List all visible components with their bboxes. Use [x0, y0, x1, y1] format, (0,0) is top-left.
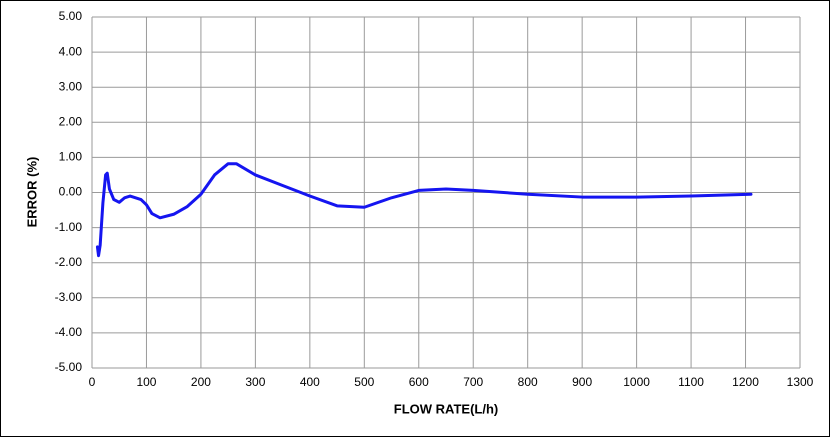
y-tick-label: 3.00: [59, 79, 83, 93]
x-tick-label: 1300: [787, 375, 814, 389]
y-tick-label: -2.00: [55, 255, 83, 269]
x-axis-label: FLOW RATE(L/h): [394, 401, 498, 416]
x-tick-label: 600: [409, 375, 429, 389]
y-tick-label: 2.00: [59, 114, 83, 128]
y-tick-label: -4.00: [55, 325, 83, 339]
x-tick-label: 400: [300, 375, 320, 389]
y-tick-label: 1.00: [59, 150, 83, 164]
x-tick-label: 500: [354, 375, 374, 389]
x-tick-label: 1100: [678, 375, 704, 389]
y-tick-label: -1.00: [55, 220, 83, 234]
y-tick-label: 5.00: [59, 9, 83, 23]
x-tick-label: 100: [136, 375, 156, 389]
data-line: [95, 162, 753, 258]
x-tick-label: 300: [245, 375, 265, 389]
x-tick-label: 1000: [623, 375, 650, 389]
y-tick-label: 0.00: [59, 185, 83, 199]
y-tick-label: -3.00: [55, 290, 83, 304]
x-tick-label: 200: [191, 375, 211, 389]
y-axis-label: ERROR (%): [24, 157, 39, 228]
x-tick-label: 900: [572, 375, 592, 389]
x-tick-label: 0: [89, 375, 96, 389]
x-tick-label: 700: [463, 375, 483, 389]
x-tick-label: 800: [518, 375, 538, 389]
x-tick-label: 1200: [732, 375, 759, 389]
y-tick-label: -5.00: [55, 360, 83, 374]
y-tick-label: 4.00: [59, 44, 83, 58]
